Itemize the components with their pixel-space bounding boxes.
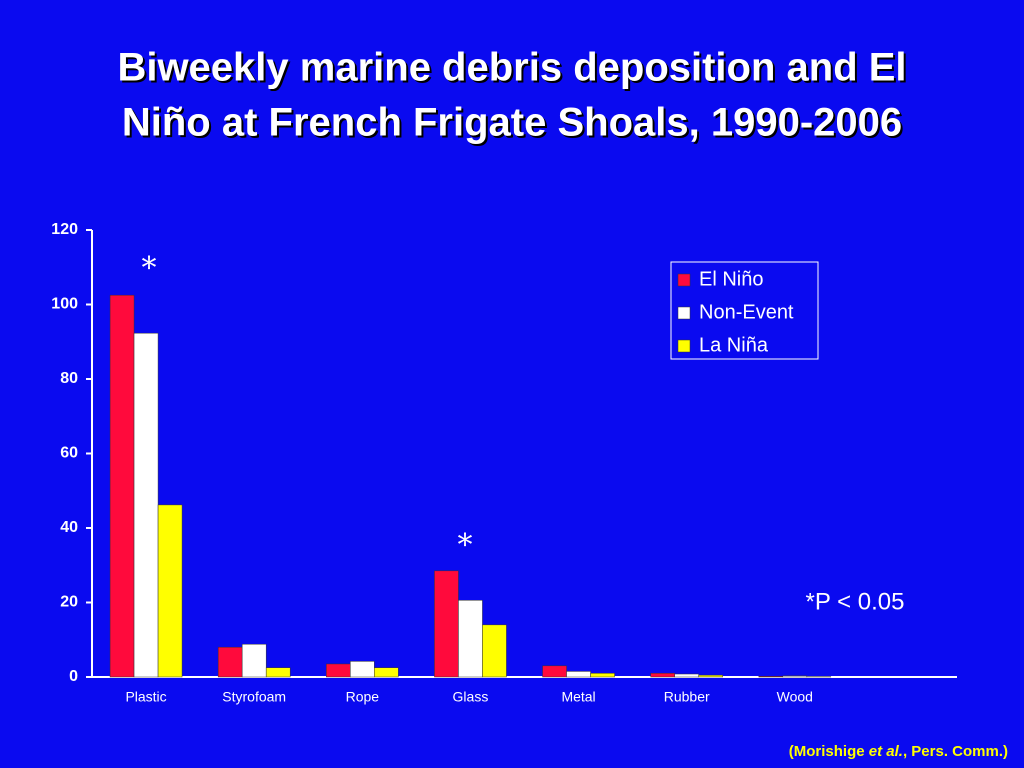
x-tick-label: Wood: [777, 689, 813, 705]
bar: [590, 673, 615, 678]
x-tick-label: Rope: [346, 689, 380, 705]
annotation: *P < 0.05: [806, 588, 905, 615]
title-shadow: Biweekly marine debris deposition and El: [119, 48, 908, 92]
y-tick-label: 0: [69, 668, 78, 685]
legend-box: [670, 261, 819, 360]
y-tick-label: 20: [60, 594, 78, 611]
bar: [133, 332, 159, 678]
source: (Morishige et al., Pers. Comm.): [789, 743, 1008, 760]
source-part: , Pers. Comm.): [903, 743, 1008, 760]
chart-title: Biweekly marine debris deposition and El: [117, 46, 906, 90]
bar: [241, 643, 267, 678]
bar: [698, 674, 723, 678]
x-tick-label: Metal: [561, 689, 595, 705]
bar: [265, 667, 291, 678]
legend-label: Non-Event: [699, 301, 794, 323]
bar: [674, 673, 699, 678]
title-shadow: Niño at French Frigate Shoals, 1990-2006: [124, 103, 904, 147]
bar: [650, 673, 675, 678]
x-tick-label: Styrofoam: [222, 689, 286, 705]
bar: [217, 646, 243, 678]
chart-title: Niño at French Frigate Shoals, 1990-2006: [122, 101, 902, 145]
bar: [758, 676, 784, 678]
legend-swatch: [677, 306, 691, 320]
y-tick-label: 40: [60, 519, 78, 536]
legend-label: La Niña: [699, 334, 769, 356]
bar: [350, 661, 375, 678]
y-tick-label: 100: [51, 296, 78, 313]
bar: [109, 294, 135, 678]
bar: [326, 663, 351, 678]
bar: [458, 600, 483, 678]
y-tick-label: 60: [60, 445, 78, 462]
legend-swatch: [677, 339, 691, 353]
annotation: *: [142, 251, 157, 286]
bar: [542, 665, 567, 678]
bar: [566, 671, 591, 678]
bar: [157, 504, 183, 678]
x-tick-label: Plastic: [125, 689, 166, 705]
legend-label: El Niño: [699, 268, 763, 290]
y-tick-label: 80: [60, 370, 78, 387]
x-tick-label: Rubber: [664, 689, 710, 705]
bar: [482, 624, 507, 678]
bar: [434, 570, 459, 678]
bar: [782, 675, 808, 678]
annotation: *: [458, 528, 473, 563]
bar: [374, 667, 399, 678]
source-part: et al.: [869, 743, 903, 760]
y-tick-label: 120: [51, 221, 78, 238]
source-part: (Morishige: [789, 743, 869, 760]
x-tick-label: Glass: [453, 689, 489, 705]
legend-swatch: [677, 273, 691, 287]
